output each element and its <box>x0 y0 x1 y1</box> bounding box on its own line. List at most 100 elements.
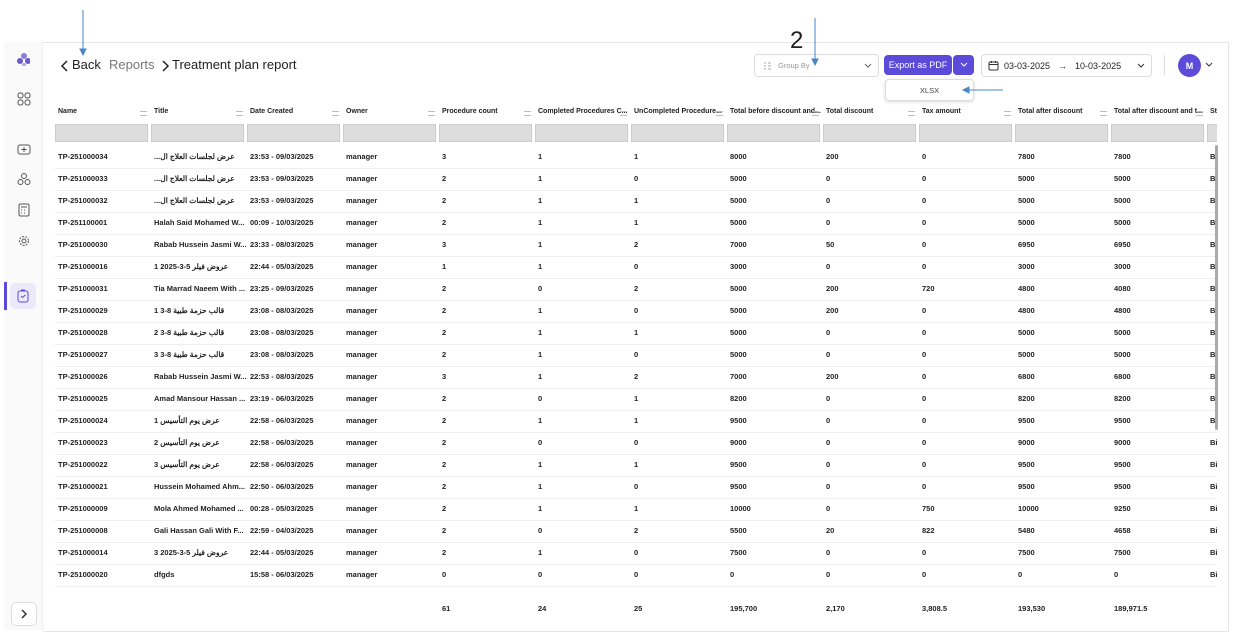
table-cell: 20 <box>826 526 835 535</box>
table-cell: TP-251000016 <box>58 262 108 271</box>
column-header[interactable]: Total after discount <box>1015 104 1111 120</box>
filter-input[interactable] <box>439 124 532 142</box>
column-header[interactable]: Total discount <box>823 104 919 120</box>
column-header[interactable]: Owner <box>343 104 439 120</box>
table-cell: 22:44 - 05/03/2025 <box>250 548 314 557</box>
table-cell: 10000 <box>730 504 751 513</box>
column-header[interactable]: Total after discount and t... <box>1111 104 1207 120</box>
group-icon[interactable] <box>17 172 31 186</box>
filter-input[interactable] <box>823 124 916 142</box>
table-cell: Bi <box>1210 570 1217 579</box>
table-cell: 0 <box>922 306 927 315</box>
column-header[interactable]: Date Created <box>247 104 343 120</box>
empty-cell <box>343 600 439 618</box>
table-cell: 0 <box>826 174 831 183</box>
xlsx-option[interactable]: XLSX <box>919 85 940 95</box>
table-cell: 200 <box>826 306 839 315</box>
table-cell: عرض يوم التأسيس 2 <box>154 438 220 447</box>
table-cell: 5000 <box>1114 328 1131 337</box>
column-header[interactable]: Completed Procedures C... <box>535 104 631 120</box>
table-row: TP-251000026 Rabab Hussein Jasmi W... 22:5… <box>55 366 1217 389</box>
table-cell: 2 <box>634 240 639 249</box>
breadcrumb[interactable]: Reports <box>109 57 155 72</box>
filter-input[interactable] <box>1207 124 1217 142</box>
export-menu-toggle[interactable] <box>953 55 974 75</box>
annotation-number: 2 <box>790 27 804 54</box>
table-cell: Bi <box>1210 460 1217 469</box>
table-cell: Bi <box>1210 548 1217 557</box>
empty-cell <box>55 600 151 618</box>
table-cell: 0 <box>634 174 639 183</box>
table-cell: 15:58 - 06/03/2025 <box>250 570 314 579</box>
table-cell: 1 <box>538 262 543 271</box>
table-cell: manager <box>346 284 378 293</box>
back-chevron[interactable] <box>60 59 70 73</box>
filter-input[interactable] <box>151 124 244 142</box>
table-cell: TP-251000032 <box>58 196 108 205</box>
filter-input[interactable] <box>919 124 1012 142</box>
total-cell: 3,808.5 <box>922 604 948 613</box>
table-cell: 0 <box>922 372 927 381</box>
column-header[interactable]: Procedure count <box>439 104 535 120</box>
table-cell: 22:58 - 06/03/2025 <box>250 438 314 447</box>
column-header[interactable]: St <box>1207 104 1217 120</box>
settings-icon[interactable] <box>17 234 31 248</box>
table-row: TP-251000009 Mola Ahmed Mohamed ... 00:28 … <box>55 498 1217 521</box>
table-cell: 22:59 - 04/03/2025 <box>250 526 314 535</box>
total-cell: 2,170 <box>826 604 845 613</box>
filter-input[interactable] <box>727 124 820 142</box>
table-cell: 3 <box>442 152 447 161</box>
filter-input[interactable] <box>1015 124 1108 142</box>
filter-input[interactable] <box>631 124 724 142</box>
filter-input[interactable] <box>247 124 340 142</box>
table-cell: TP-251000026 <box>58 372 108 381</box>
dashboard-icon[interactable] <box>17 92 31 106</box>
table-cell: 23:53 - 09/03/2025 <box>250 152 314 161</box>
filter-input[interactable] <box>535 124 628 142</box>
avatar[interactable]: M <box>1178 54 1201 77</box>
table-cell: manager <box>346 240 378 249</box>
date-range[interactable]: 03-03-2025 → 10-03-2025 <box>981 54 1152 77</box>
table-cell: 22:50 - 06/03/2025 <box>250 482 314 491</box>
active-tab[interactable] <box>10 283 36 309</box>
table-cell: 0 <box>634 570 639 579</box>
table-cell: 0 <box>442 570 447 579</box>
table-cell: 1 <box>538 174 543 183</box>
column-header[interactable]: UnCompleted Procedure... <box>631 104 727 120</box>
table-cell: 0 <box>922 482 927 491</box>
table-row: TP-251000022 عرض يوم التأسيس 3 22:58 - 06/… <box>55 454 1217 477</box>
table-cell: 5000 <box>1114 218 1131 227</box>
column-header[interactable]: Tax amount <box>919 104 1015 120</box>
table-cell: 1 <box>634 394 639 403</box>
table-cell: manager <box>346 262 378 271</box>
scrollbar[interactable] <box>1215 145 1218 430</box>
back-link[interactable]: Back <box>72 57 101 72</box>
table-cell: 0 <box>634 350 639 359</box>
table-cell: 9500 <box>1114 482 1131 491</box>
table-cell: TP-251000033 <box>58 174 108 183</box>
column-header[interactable]: Name <box>55 104 151 120</box>
column-header[interactable]: Total before discount and... <box>727 104 823 120</box>
filter-input[interactable] <box>55 124 148 142</box>
table-cell: 5480 <box>1018 526 1035 535</box>
table-cell: Bi <box>1210 438 1217 447</box>
expand-button[interactable] <box>11 602 37 626</box>
export-pdf-button[interactable]: Export as PDF <box>884 55 952 75</box>
calculator-icon[interactable] <box>17 203 31 217</box>
table-row: TP-251000016 عروض فيلر 5-3-2025 1 22:44 - … <box>55 256 1217 279</box>
table-cell: Bi <box>1210 372 1217 381</box>
table-cell: 0 <box>826 350 831 359</box>
column-header[interactable]: Title <box>151 104 247 120</box>
avatar-chevron[interactable] <box>1205 62 1213 68</box>
table-cell: 7800 <box>1018 152 1035 161</box>
table-cell: 9500 <box>730 482 747 491</box>
clinic-icon[interactable] <box>17 142 31 156</box>
divider <box>1164 55 1165 75</box>
filter-input[interactable] <box>343 124 436 142</box>
group-by-select[interactable]: Group By <box>754 54 879 77</box>
table-cell: 5000 <box>1018 218 1035 227</box>
arrow: → <box>1058 60 1068 71</box>
table-cell: manager <box>346 306 378 315</box>
table-cell: 2 <box>442 174 447 183</box>
filter-input[interactable] <box>1111 124 1204 142</box>
